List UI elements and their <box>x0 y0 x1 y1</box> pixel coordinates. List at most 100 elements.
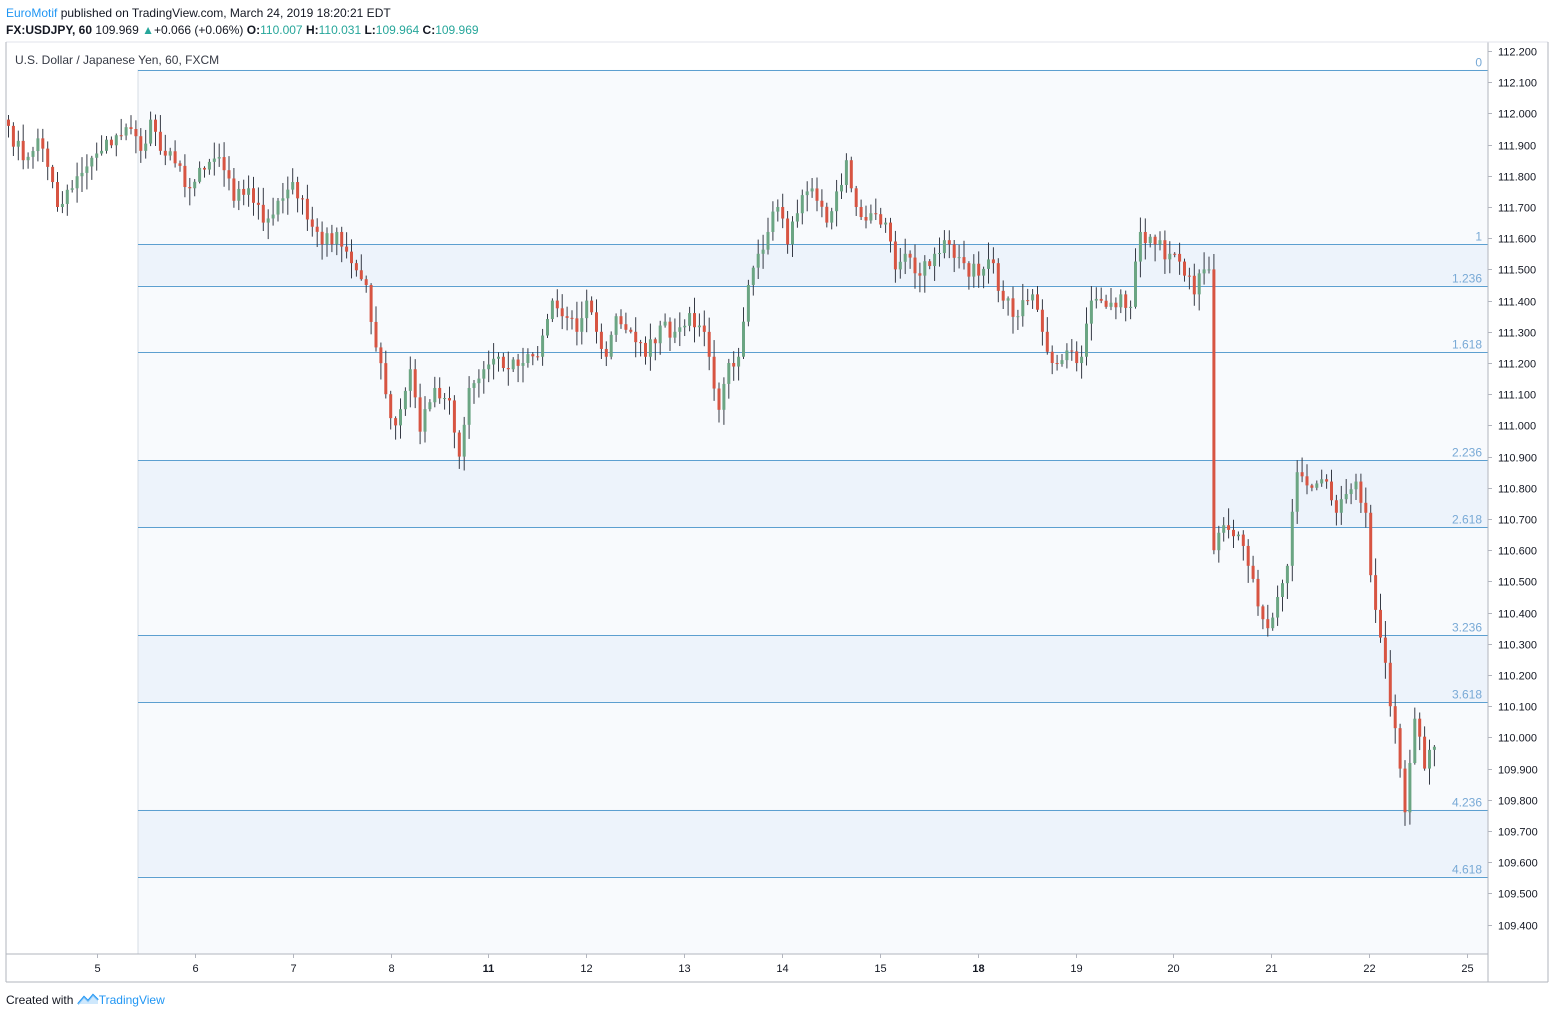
candle <box>830 207 834 230</box>
candle-body <box>389 394 393 419</box>
candle <box>1143 218 1147 260</box>
candle <box>163 134 167 166</box>
candle <box>1339 485 1343 525</box>
low-value: 109.964 <box>375 23 420 37</box>
candle <box>291 168 295 195</box>
candle-body <box>913 257 917 274</box>
time-tick-label: 21 <box>1265 963 1277 975</box>
candle <box>1246 539 1250 583</box>
time-tick-label: 22 <box>1363 963 1375 975</box>
high-label: H: <box>305 23 319 37</box>
candle-body <box>482 369 486 379</box>
candle-body <box>1285 565 1289 584</box>
price-axis[interactable]: 112.200 112.100 112.000 111.900 111.800 111.7… <box>1488 47 1538 933</box>
candle-body <box>462 424 466 457</box>
time-axis[interactable]: 5 6 7 8 11 12 13 14 15 18 19 20 21 22 25 <box>94 954 1474 975</box>
price-tick-label: 110.600 <box>1498 546 1537 558</box>
candle-body <box>570 317 574 319</box>
candle <box>835 179 839 227</box>
candle <box>1241 530 1245 561</box>
candle-body <box>1173 253 1177 255</box>
candle <box>1109 288 1113 311</box>
candle-body <box>452 400 456 433</box>
candle <box>477 369 481 398</box>
candle-body <box>472 383 476 388</box>
candle <box>1212 253 1216 555</box>
candle <box>889 217 892 253</box>
candle-body <box>614 316 618 335</box>
candle <box>325 227 329 257</box>
candle-body <box>722 383 726 410</box>
candle-body <box>712 356 716 389</box>
candle-body <box>893 241 897 270</box>
candle <box>1349 483 1353 505</box>
candle-body <box>732 363 736 367</box>
candle <box>330 224 334 253</box>
candle <box>1369 504 1373 583</box>
candle <box>1178 242 1182 275</box>
candle <box>1344 479 1348 504</box>
candle-body <box>854 188 858 207</box>
candle-body <box>526 354 530 363</box>
candle-body <box>991 259 995 264</box>
time-tick-label: 15 <box>874 963 886 975</box>
candle <box>114 133 118 157</box>
candle-body <box>266 218 270 223</box>
candle <box>634 317 638 358</box>
candle <box>644 336 647 365</box>
candle <box>1085 307 1088 366</box>
candle-body <box>619 316 623 325</box>
candle <box>737 347 741 381</box>
author-link[interactable]: EuroMotif <box>6 6 58 20</box>
candle-body <box>320 231 324 245</box>
candle-body <box>188 187 192 189</box>
candle-body <box>16 140 20 147</box>
candle <box>418 383 422 445</box>
candle-body <box>51 166 55 183</box>
candle <box>252 176 255 216</box>
candle-body <box>183 165 187 188</box>
candle <box>168 147 172 161</box>
candle-body <box>1256 578 1260 607</box>
candle-body <box>1251 565 1255 579</box>
candle <box>585 289 589 333</box>
candle <box>624 312 628 334</box>
candle-body <box>947 240 951 245</box>
candle-body <box>1354 481 1358 490</box>
candle <box>144 129 148 159</box>
candle-body <box>766 231 770 250</box>
time-tick-label: 20 <box>1167 963 1179 975</box>
candle-body <box>305 198 309 220</box>
candle-body <box>1050 351 1054 363</box>
candle-body <box>746 285 750 322</box>
candle-body <box>359 270 363 280</box>
candle-body <box>595 312 598 332</box>
price-tick-label: 109.800 <box>1498 796 1538 808</box>
candle-body <box>516 359 520 366</box>
candle-body <box>923 261 927 276</box>
candle-body <box>75 176 79 189</box>
candle <box>413 359 417 409</box>
candle <box>742 307 745 359</box>
candle-body <box>1217 532 1221 551</box>
candle-body <box>1055 363 1059 365</box>
candle-body <box>1290 511 1294 566</box>
candle <box>751 265 755 296</box>
tradingview-brand[interactable]: TradingView <box>98 993 165 1007</box>
candle-body <box>903 253 907 262</box>
candle <box>1134 248 1137 309</box>
candle <box>340 226 344 263</box>
candle <box>1408 749 1412 825</box>
candle-body <box>256 202 260 205</box>
candle-body <box>1085 323 1088 357</box>
candle-body <box>1349 489 1353 495</box>
fib-level-label: 4.236 <box>1452 796 1482 810</box>
time-tick-label: 6 <box>192 963 198 975</box>
candle-body <box>1080 356 1084 364</box>
candle-body <box>497 356 500 359</box>
candle <box>320 221 324 260</box>
candle <box>1202 252 1206 285</box>
candle-body <box>742 321 745 357</box>
candle <box>1021 283 1025 327</box>
